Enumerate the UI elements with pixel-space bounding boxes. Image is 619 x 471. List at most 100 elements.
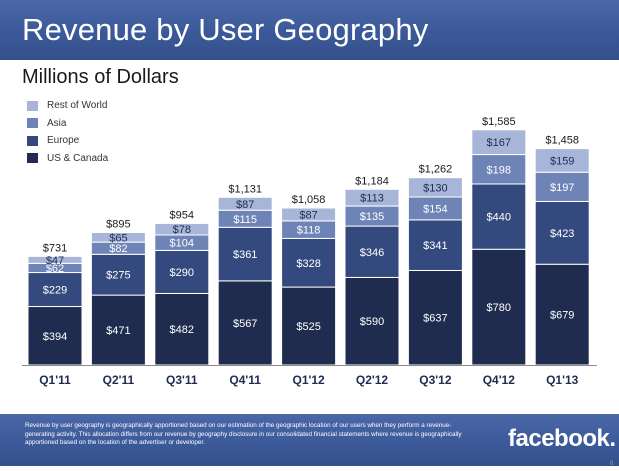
bar-segment xyxy=(90,294,146,366)
data-label: $115 xyxy=(233,214,257,226)
legend-label: Europe xyxy=(47,135,80,147)
x-tick-label: Q1'13 xyxy=(546,373,579,387)
bar-segment xyxy=(534,171,590,202)
data-label: $135 xyxy=(360,211,384,223)
bar-segment xyxy=(27,255,83,264)
data-label: $47 xyxy=(46,255,64,267)
bar-segment xyxy=(27,272,83,308)
bar-segment xyxy=(471,154,527,185)
legend-label: Rest of World xyxy=(47,100,108,112)
data-label: $113 xyxy=(360,193,384,205)
bar-segment xyxy=(534,263,590,366)
facebook-logo: facebook. xyxy=(508,425,616,452)
legend-item-rest-of-world: Rest of World xyxy=(27,97,108,115)
bar-segment xyxy=(281,237,337,288)
bar-segment xyxy=(154,249,210,294)
bar-segment xyxy=(27,306,83,366)
bar-segment xyxy=(471,183,527,250)
legend-item-us-canada: US & Canada xyxy=(27,150,108,168)
data-label: $78 xyxy=(173,224,191,236)
bar-segment xyxy=(344,188,400,207)
legend-swatch xyxy=(27,153,38,164)
x-tick-label: Q2'12 xyxy=(356,373,389,387)
title-bar: Revenue by User Geography xyxy=(0,0,619,60)
data-label: $637 xyxy=(423,313,447,325)
x-tick-label: Q3'11 xyxy=(166,373,198,387)
data-label: $197 xyxy=(550,182,574,194)
data-label: $87 xyxy=(299,209,317,221)
data-label: $104 xyxy=(170,238,194,250)
data-label: $341 xyxy=(423,240,447,252)
bar-segment xyxy=(344,225,400,278)
bar-segment xyxy=(534,200,590,265)
total-label: $1,058 xyxy=(292,194,326,206)
data-label: $62 xyxy=(46,263,64,275)
bar-segment xyxy=(471,129,527,156)
data-label: $394 xyxy=(43,331,67,343)
x-tick-label: Q1'11 xyxy=(39,373,71,387)
footer-disclaimer: Revenue by user geography is geographica… xyxy=(25,422,462,447)
legend-label: US & Canada xyxy=(47,152,109,164)
data-label: $525 xyxy=(296,321,320,333)
data-label: $780 xyxy=(487,302,511,314)
data-label: $118 xyxy=(297,225,321,237)
data-label: $229 xyxy=(43,285,67,297)
total-label: $1,585 xyxy=(482,116,516,128)
bar-segment xyxy=(154,222,210,236)
data-label: $590 xyxy=(360,316,384,328)
legend-label: Asia xyxy=(47,117,67,129)
total-label: $895 xyxy=(106,218,130,230)
bar-segment xyxy=(217,196,273,211)
data-label: $65 xyxy=(109,232,127,244)
total-label: $1,131 xyxy=(228,183,262,195)
legend-item-europe: Europe xyxy=(27,132,108,150)
data-label: $361 xyxy=(233,249,257,261)
stacked-bar-chart: $394 $229 $62$47$731 Q1'11 $471 $275 $82$65 $89… xyxy=(22,116,597,387)
data-label: $82 xyxy=(109,243,127,255)
chart-subtitle: Millions of Dollars xyxy=(22,66,179,88)
total-label: $1,184 xyxy=(355,175,389,187)
data-label: $275 xyxy=(106,270,130,282)
data-label: $198 xyxy=(487,164,511,176)
total-label: $954 xyxy=(170,209,194,221)
bar-segment xyxy=(90,253,146,296)
data-label: $290 xyxy=(170,267,194,279)
bar-segment xyxy=(281,286,337,366)
bar-segment xyxy=(407,177,463,198)
legend-item-asia: Asia xyxy=(27,115,108,133)
data-label: $482 xyxy=(170,324,194,336)
bar-segment xyxy=(534,148,590,173)
legend-swatch xyxy=(27,100,38,111)
data-label: $328 xyxy=(296,258,320,270)
legend-swatch xyxy=(27,135,38,146)
data-label: $159 xyxy=(550,155,574,167)
page-title: Revenue by User Geography xyxy=(22,12,429,47)
data-label: $154 xyxy=(423,203,447,215)
x-tick-label: Q2'11 xyxy=(103,373,135,387)
bar-segment xyxy=(90,231,146,243)
x-tick-label: Q4'12 xyxy=(483,373,516,387)
data-label: $679 xyxy=(550,310,574,322)
legend-swatch xyxy=(27,118,38,129)
chart-legend: Rest of World Asia Europe US & Canada xyxy=(27,97,108,167)
bar-segment xyxy=(407,269,463,366)
data-label: $346 xyxy=(360,247,384,259)
data-label: $167 xyxy=(487,137,511,149)
x-tick-label: Q4'11 xyxy=(229,373,261,387)
bar-segment xyxy=(154,292,210,366)
data-label: $87 xyxy=(236,199,254,211)
data-label: $440 xyxy=(487,212,511,224)
x-tick-label: Q1'12 xyxy=(292,373,325,387)
bar-segment xyxy=(281,207,337,222)
x-tick-label: Q3'12 xyxy=(419,373,452,387)
page-number: 8 xyxy=(610,461,614,467)
total-label: $1,262 xyxy=(419,164,453,176)
total-label: $1,458 xyxy=(545,135,579,147)
data-label: $130 xyxy=(423,182,447,194)
data-label: $423 xyxy=(550,228,574,240)
bar-segment xyxy=(217,280,273,366)
total-label: $731 xyxy=(43,242,67,254)
bar-segment xyxy=(471,248,527,366)
data-label: $471 xyxy=(106,325,130,337)
footer-bar: Revenue by user geography is geographica… xyxy=(0,414,619,466)
